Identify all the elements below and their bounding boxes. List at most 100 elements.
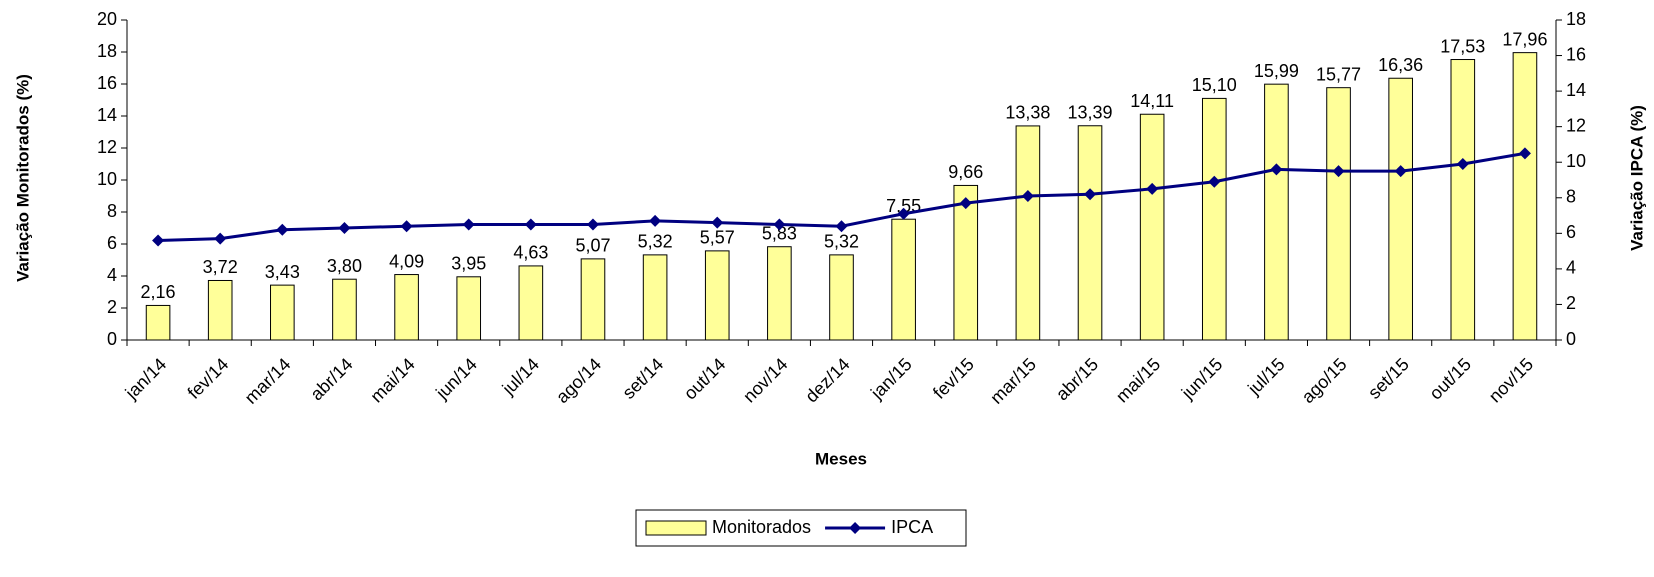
- y2-tick-label: 14: [1566, 80, 1586, 100]
- marker: [835, 220, 848, 233]
- data-label: 5,07: [575, 236, 610, 256]
- bar: [394, 274, 419, 341]
- x-tick-label: mai/14: [366, 354, 418, 406]
- data-label: 5,32: [824, 232, 859, 252]
- x-tick-label: nov/15: [1485, 354, 1537, 406]
- data-label: 15,10: [1192, 75, 1237, 95]
- x-tick-label: jun/14: [431, 354, 481, 404]
- bar: [1326, 87, 1351, 341]
- bar: [1139, 113, 1165, 341]
- data-label: 3,72: [203, 257, 238, 277]
- marker: [897, 207, 910, 220]
- marker: [1084, 188, 1097, 201]
- x-tick-label: dez/14: [801, 354, 853, 406]
- data-label: 13,38: [1005, 103, 1050, 123]
- x-tick-label: jan/14: [121, 354, 171, 404]
- marker: [1456, 158, 1469, 170]
- bar: [1015, 125, 1041, 341]
- data-label: 17,53: [1440, 36, 1485, 56]
- x-tick-label: mar/14: [241, 354, 295, 408]
- data-label: 3,80: [327, 256, 362, 276]
- x-tick-label: nov/14: [739, 354, 791, 406]
- data-label: 13,39: [1067, 103, 1112, 123]
- y-tick-label: 12: [97, 137, 117, 157]
- x-tick-label: abr/14: [306, 354, 356, 404]
- marker: [586, 218, 599, 231]
- x-tick-label: set/15: [1364, 354, 1413, 403]
- data-label: 15,99: [1254, 61, 1299, 81]
- marker: [1208, 175, 1221, 188]
- y-tick-label: 2: [107, 297, 117, 317]
- data-label: 3,95: [451, 254, 486, 274]
- y2-tick-label: 12: [1566, 115, 1586, 135]
- y2-tick-label: 4: [1566, 258, 1576, 278]
- data-label: 5,57: [700, 228, 735, 248]
- y-tick-label: 16: [97, 73, 117, 93]
- marker: [773, 218, 786, 231]
- marker: [214, 232, 227, 245]
- marker: [1146, 182, 1159, 195]
- bar: [1201, 97, 1227, 341]
- x-tick-label: jul/15: [1243, 354, 1288, 399]
- bar: [891, 218, 916, 341]
- x-tick-label: out/14: [680, 354, 730, 404]
- bar: [829, 254, 854, 341]
- x-tick-label: ago/15: [1298, 354, 1351, 407]
- legend-marker: [849, 522, 862, 534]
- y2-tick-label: 16: [1566, 44, 1586, 64]
- bar: [953, 184, 979, 341]
- data-label: 4,09: [389, 251, 424, 271]
- y2-tick-label: 6: [1566, 222, 1576, 242]
- data-label: 3,43: [265, 262, 300, 282]
- legend-label: Monitorados: [712, 517, 811, 537]
- marker: [524, 218, 537, 231]
- x-tick-label: out/15: [1425, 354, 1475, 404]
- y2-tick-label: 10: [1566, 151, 1586, 171]
- marker: [959, 197, 972, 210]
- marker: [462, 218, 475, 231]
- y2-tick-label: 18: [1566, 9, 1586, 29]
- y2-tick-label: 2: [1566, 293, 1576, 313]
- y2-axis-title: Variação IPCA (%): [1627, 105, 1646, 251]
- y-axis-title: Variação Monitorados (%): [13, 74, 32, 282]
- bar: [1077, 125, 1103, 341]
- y-tick-label: 6: [107, 233, 117, 253]
- bar: [145, 304, 171, 341]
- data-label: 2,16: [141, 282, 176, 302]
- y2-tick-label: 8: [1566, 187, 1576, 207]
- data-label: 9,66: [948, 162, 983, 182]
- y-tick-label: 0: [107, 329, 117, 349]
- marker: [1518, 147, 1531, 160]
- y-tick-label: 4: [107, 265, 117, 285]
- bar: [1512, 52, 1538, 341]
- x-tick-label: mar/15: [986, 354, 1040, 408]
- y-tick-label: 20: [97, 9, 117, 29]
- marker: [400, 220, 413, 233]
- bar: [332, 278, 357, 341]
- bar: [704, 250, 730, 341]
- x-tick-label: abr/15: [1052, 354, 1102, 404]
- data-label: 15,77: [1316, 64, 1361, 84]
- bar: [518, 265, 544, 341]
- x-tick-label: set/14: [618, 354, 667, 403]
- y-tick-label: 8: [107, 201, 117, 221]
- marker: [1332, 165, 1345, 178]
- legend-swatch: [645, 520, 707, 536]
- data-label: 16,36: [1378, 55, 1423, 75]
- y-tick-label: 14: [97, 105, 117, 125]
- bar: [1388, 77, 1413, 341]
- data-label: 5,83: [762, 223, 797, 243]
- legend-label: IPCA: [891, 517, 933, 537]
- x-tick-label: fev/14: [184, 354, 233, 403]
- marker: [711, 216, 724, 229]
- marker: [1270, 163, 1283, 176]
- bar: [207, 279, 233, 341]
- x-tick-label: jul/14: [498, 354, 543, 399]
- marker: [276, 223, 289, 236]
- bar: [1450, 59, 1476, 341]
- y-tick-label: 18: [97, 41, 117, 61]
- marker: [1021, 190, 1034, 202]
- bar: [580, 258, 606, 341]
- x-tick-label: jan/15: [866, 354, 916, 404]
